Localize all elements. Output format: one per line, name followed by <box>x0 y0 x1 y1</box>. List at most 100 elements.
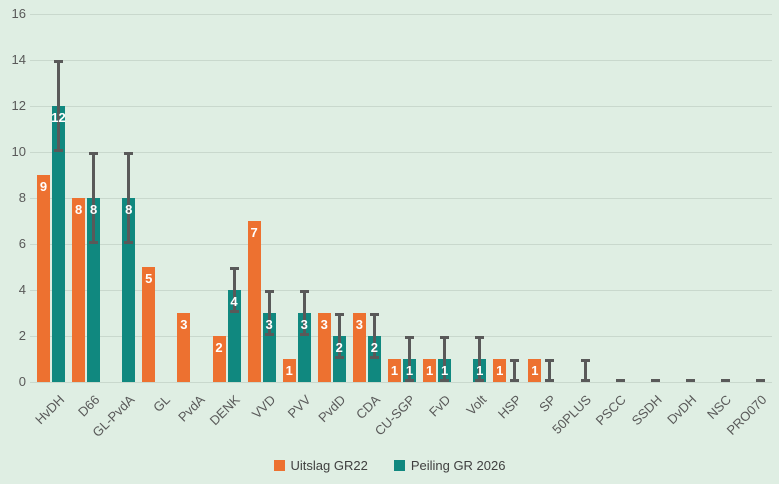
error-bar-cap-CDA <box>369 313 379 316</box>
error-bar-line-CDA <box>372 313 376 359</box>
error-bar-line-GL-PvdA <box>127 152 131 244</box>
y-axis-tick-label: 14 <box>11 52 26 67</box>
x-axis-label-HSP: HSP <box>494 392 524 422</box>
bar-value-label-uitslag-VVD: 7 <box>250 225 258 240</box>
error-bar-cap-DENK <box>229 267 239 270</box>
bar-value-label-uitslag-PvdD: 3 <box>320 317 328 332</box>
bar-value-label-uitslag-D66: 8 <box>74 202 83 217</box>
x-axis-label-GL: GL <box>150 392 173 415</box>
bar-value-label-peiling-PVV: 3 <box>300 317 308 332</box>
bar-value-label-uitslag-HvDH: 9 <box>39 179 48 194</box>
bar-peiling-gr-2026-D66[interactable] <box>87 198 101 382</box>
chart-legend: Uitslag GR22 Peiling GR 2026 <box>0 455 779 475</box>
bar-peiling-gr-2026-PVV[interactable] <box>297 313 311 382</box>
x-axis-label-CDA: CDA <box>353 392 384 423</box>
x-axis-label-Volt: Volt <box>462 392 489 418</box>
error-bar-zero-NSC <box>720 379 730 382</box>
error-bar-zero-PRO070 <box>756 379 765 382</box>
bar-uitslag-gr22-GL[interactable] <box>142 267 156 382</box>
error-bar-cap-HvDH <box>54 149 63 152</box>
bar-peiling-gr-2026-PvdD[interactable] <box>332 336 346 382</box>
bar-value-label-uitslag-DENK: 2 <box>215 340 223 355</box>
error-bar-zero-SSDH <box>650 379 660 382</box>
error-bar-cap-50PLUS <box>580 379 590 382</box>
error-bar-line-D66 <box>92 152 96 244</box>
bar-peiling-gr-2026-VVD[interactable] <box>262 313 276 382</box>
gridline-y-14 <box>30 60 772 61</box>
legend-item-peiling-gr-2026[interactable]: Peiling GR 2026 <box>393 457 506 473</box>
bar-value-label-peiling-FvD: 1 <box>440 363 449 378</box>
error-bar-cap-GL-PvdA <box>124 241 134 244</box>
bar-uitslag-gr22-VVD[interactable] <box>247 221 261 382</box>
bar-peiling-gr-2026-GL-PvdA[interactable] <box>122 198 136 382</box>
x-axis-label-DENK: DENK <box>206 392 244 429</box>
bar-uitslag-gr22-FvD[interactable] <box>423 359 437 382</box>
y-axis-tick-label: 12 <box>11 98 26 113</box>
error-bar-cap-PvdD <box>334 356 344 359</box>
bar-value-label-uitslag-PVV: 1 <box>285 363 293 378</box>
error-bar-line-PVV <box>302 290 306 336</box>
x-axis-label-PvdA: PvdA <box>175 392 209 425</box>
x-axis-label-SP: SP <box>536 392 560 415</box>
x-axis-label-PSCC: PSCC <box>593 392 630 429</box>
bar-value-label-uitslag-CU-SGP: 1 <box>390 363 399 378</box>
bar-peiling-gr-2026-CDA[interactable] <box>367 336 381 382</box>
y-axis-tick-label: 2 <box>18 328 26 343</box>
error-bar-cap-Volt <box>475 379 485 382</box>
bar-uitslag-gr22-CU-SGP[interactable] <box>388 359 401 382</box>
legend-swatch-teal <box>393 459 405 471</box>
bar-uitslag-gr22-D66[interactable] <box>72 198 86 382</box>
x-axis-label-PvdD: PvdD <box>315 392 349 426</box>
error-bar-cap-CU-SGP <box>405 379 414 382</box>
x-axis-label-HvDH: HvDH <box>32 392 68 428</box>
gridline-y-12 <box>30 106 772 107</box>
error-bar-cap-HvDH <box>54 60 63 63</box>
y-axis-tick-label: 4 <box>18 282 26 297</box>
bar-uitslag-gr22-SP[interactable] <box>528 359 542 382</box>
legend-label: Peiling GR 2026 <box>410 457 506 473</box>
error-bar-cap-PVV <box>299 290 309 293</box>
error-bar-cap-SP <box>545 359 555 362</box>
error-bar-line-HvDH <box>57 60 60 152</box>
y-axis-tick-label: 10 <box>11 144 26 159</box>
bar-uitslag-gr22-HvDH[interactable] <box>37 175 50 382</box>
bar-value-label-peiling-HvDH: 12 <box>51 110 66 125</box>
bar-peiling-gr-2026-DENK[interactable] <box>227 290 241 382</box>
bar-value-label-uitslag-CDA: 3 <box>355 317 364 332</box>
error-bar-line-CU-SGP <box>408 336 411 382</box>
error-bar-cap-50PLUS <box>580 359 590 362</box>
x-axis-label-VVD: VVD <box>248 392 279 422</box>
gridline-y-4 <box>30 290 772 291</box>
gridline-y-8 <box>30 198 772 199</box>
bar-value-label-peiling-Volt: 1 <box>476 363 484 378</box>
bar-uitslag-gr22-PvdA[interactable] <box>177 313 191 382</box>
error-bar-cap-VVD <box>264 290 274 293</box>
error-bar-line-DENK <box>232 267 236 313</box>
legend-item-uitslag-gr22[interactable]: Uitslag GR22 <box>273 458 368 473</box>
y-axis-tick-label: 16 <box>11 6 26 21</box>
error-bar-cap-CDA <box>369 356 379 359</box>
gridline-y-6 <box>30 244 772 245</box>
error-bar-cap-PvdD <box>334 313 344 316</box>
bar-value-label-peiling-PvdD: 2 <box>335 340 343 355</box>
y-axis-tick-label: 0 <box>18 374 26 389</box>
bar-uitslag-gr22-CDA[interactable] <box>352 313 366 382</box>
x-axis-label-DvDH: DvDH <box>664 392 700 428</box>
bar-value-label-peiling-VVD: 3 <box>265 317 273 332</box>
bar-uitslag-gr22-PvdD[interactable] <box>317 313 331 382</box>
error-bar-cap-HSP <box>510 359 520 362</box>
error-bar-zero-PSCC <box>615 379 625 382</box>
bar-uitslag-gr22-HSP[interactable] <box>493 359 507 382</box>
gridline-y-0 <box>30 382 772 383</box>
bar-value-label-uitslag-GL: 5 <box>145 271 153 286</box>
error-bar-cap-SP <box>545 379 555 382</box>
x-axis-label-D66: D66 <box>75 392 103 420</box>
error-bar-cap-D66 <box>89 241 99 244</box>
bar-value-label-peiling-DENK: 4 <box>230 294 238 309</box>
bar-uitslag-gr22-PVV[interactable] <box>282 359 296 382</box>
bar-uitslag-gr22-DENK[interactable] <box>212 336 226 382</box>
error-bar-cap-GL-PvdA <box>124 152 134 155</box>
bar-peiling-gr-2026-HvDH[interactable] <box>52 106 65 382</box>
error-bar-cap-FvD <box>440 379 450 382</box>
